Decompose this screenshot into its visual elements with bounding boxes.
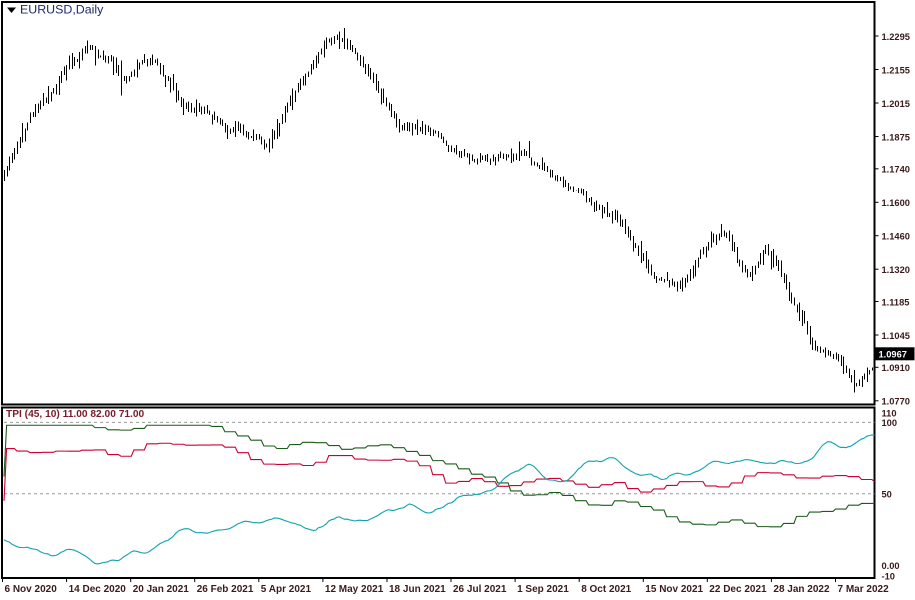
svg-text:1.0770: 1.0770	[882, 397, 910, 407]
svg-text:1.1875: 1.1875	[882, 132, 910, 142]
svg-text:1.1460: 1.1460	[882, 232, 910, 242]
svg-text:8 Oct 2021: 8 Oct 2021	[581, 584, 631, 595]
svg-text:20 Jan 2021: 20 Jan 2021	[133, 584, 190, 595]
svg-text:22 Dec 2021: 22 Dec 2021	[709, 584, 767, 595]
svg-text:1 Sep 2021: 1 Sep 2021	[517, 584, 569, 595]
svg-text:-10: -10	[882, 571, 895, 581]
svg-text:26 Jul 2021: 26 Jul 2021	[453, 584, 507, 595]
svg-text:EURUSD,Daily: EURUSD,Daily	[20, 3, 104, 17]
svg-text:6 Nov 2020: 6 Nov 2020	[5, 584, 58, 595]
svg-text:1.1320: 1.1320	[882, 265, 910, 275]
svg-text:5 Apr 2021: 5 Apr 2021	[261, 584, 312, 595]
svg-text:15 Nov 2021: 15 Nov 2021	[645, 584, 703, 595]
svg-text:1.2015: 1.2015	[882, 99, 910, 109]
svg-text:1.1185: 1.1185	[882, 297, 910, 307]
svg-text:1.1600: 1.1600	[882, 198, 910, 208]
svg-text:12 May 2021: 12 May 2021	[325, 584, 384, 595]
svg-text:TPI (45, 10) 11.00 82.00 71.00: TPI (45, 10) 11.00 82.00 71.00	[6, 409, 145, 420]
svg-text:18 Jun 2021: 18 Jun 2021	[389, 584, 446, 595]
svg-text:26 Feb 2021: 26 Feb 2021	[197, 584, 254, 595]
svg-text:1.1045: 1.1045	[882, 331, 910, 341]
svg-text:50: 50	[882, 490, 892, 500]
svg-text:1.0910: 1.0910	[882, 363, 910, 373]
svg-text:0.00: 0.00	[882, 561, 900, 571]
svg-text:1.1740: 1.1740	[882, 165, 910, 175]
svg-text:7 Mar 2022: 7 Mar 2022	[838, 584, 890, 595]
svg-text:110: 110	[882, 408, 897, 418]
svg-text:1.0967: 1.0967	[879, 350, 907, 360]
svg-text:1.2295: 1.2295	[882, 32, 910, 42]
svg-text:28 Jan 2022: 28 Jan 2022	[773, 584, 830, 595]
svg-text:14 Dec 2020: 14 Dec 2020	[69, 584, 127, 595]
svg-text:1.2155: 1.2155	[882, 65, 910, 75]
svg-text:100: 100	[882, 418, 898, 428]
